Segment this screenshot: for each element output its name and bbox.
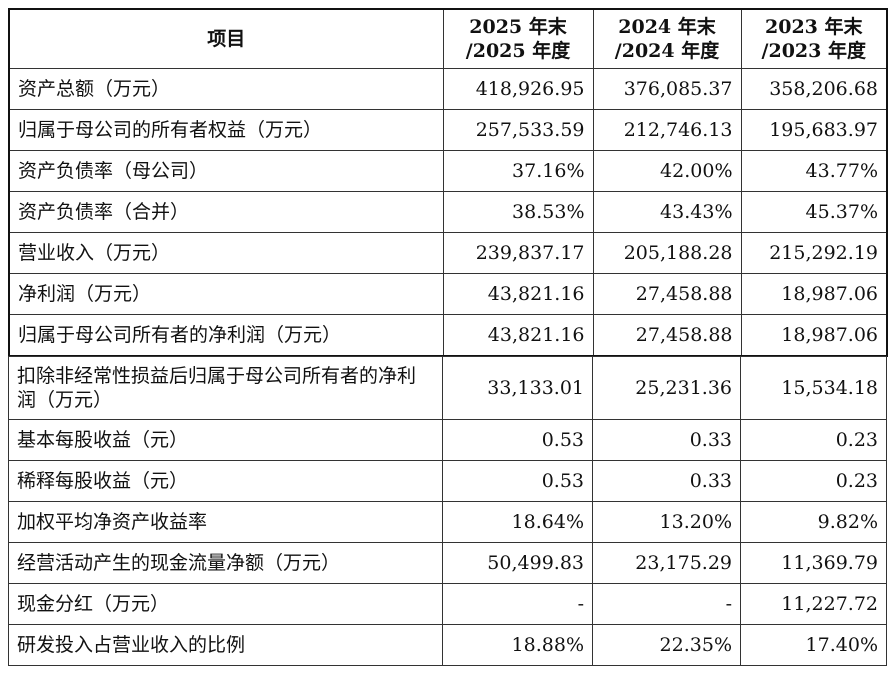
financial-table-continued: 扣除非经常性损益后归属于母公司所有者的净利润（万元） 33,133.01 25,… — [8, 356, 887, 666]
cell-2023: 0.23 — [740, 460, 887, 502]
cell-2025: - — [442, 583, 593, 625]
header-2025-line1: 2025 年末 — [469, 16, 567, 38]
header-2024-line1: 2024 年末 — [618, 16, 716, 38]
cell-2023: 18,987.06 — [740, 314, 888, 357]
table-row: 净利润（万元） 43,821.16 27,458.88 18,987.06 — [8, 273, 888, 315]
table-row: 稀释每股收益（元） 0.53 0.33 0.23 — [8, 460, 887, 502]
cell-2023: 9.82% — [740, 501, 887, 543]
cell-2024: 0.33 — [592, 419, 741, 461]
row-label: 营业收入（万元） — [8, 232, 444, 274]
cell-2025: 239,837.17 — [442, 232, 594, 274]
table-row: 现金分红（万元） - - 11,227.72 — [8, 583, 887, 625]
cell-2024: 27,458.88 — [592, 314, 742, 357]
header-2023: 2023 年末 /2023 年度 — [740, 8, 888, 69]
table-row: 营业收入（万元） 239,837.17 205,188.28 215,292.1… — [8, 232, 888, 274]
cell-2023: 11,227.72 — [740, 583, 887, 625]
row-label: 稀释每股收益（元） — [8, 460, 443, 502]
row-label: 归属于母公司的所有者权益（万元） — [8, 109, 444, 151]
cell-2023: 358,206.68 — [740, 68, 888, 110]
cell-2025: 18.88% — [442, 624, 593, 666]
cell-2023: 215,292.19 — [740, 232, 888, 274]
financial-table-container: 项目 2025 年末 /2025 年度 2024 年末 /2024 年度 202… — [8, 8, 888, 666]
header-2023-line2: /2023 年度 — [761, 40, 866, 62]
cell-2024: 27,458.88 — [592, 273, 742, 315]
header-2025-line2: /2025 年度 — [465, 40, 571, 62]
cell-2024: 13.20% — [592, 501, 741, 543]
table-header-row: 项目 2025 年末 /2025 年度 2024 年末 /2024 年度 202… — [8, 8, 888, 69]
table-row: 归属于母公司所有者的净利润（万元） 43,821.16 27,458.88 18… — [8, 314, 888, 357]
cell-2025: 50,499.83 — [442, 542, 593, 584]
cell-2024: 376,085.37 — [592, 68, 742, 110]
cell-2023: 0.23 — [740, 419, 887, 461]
header-2024: 2024 年末 /2024 年度 — [592, 8, 742, 69]
table-row: 扣除非经常性损益后归属于母公司所有者的净利润（万元） 33,133.01 25,… — [8, 356, 887, 420]
cell-2024: 42.00% — [592, 150, 742, 192]
cell-2024: 43.43% — [592, 191, 742, 233]
cell-2023: 43.77% — [740, 150, 888, 192]
cell-2023: 18,987.06 — [740, 273, 888, 315]
header-2025: 2025 年末 /2025 年度 — [442, 8, 594, 69]
row-label: 基本每股收益（元） — [8, 419, 443, 461]
row-label: 资产总额（万元） — [8, 68, 444, 110]
cell-2024: 0.33 — [592, 460, 741, 502]
table-row: 资产总额（万元） 418,926.95 376,085.37 358,206.6… — [8, 68, 888, 110]
cell-2023: 17.40% — [740, 624, 887, 666]
cell-2025: 0.53 — [442, 460, 593, 502]
financial-table-main: 项目 2025 年末 /2025 年度 2024 年末 /2024 年度 202… — [8, 8, 888, 357]
cell-2023: 11,369.79 — [740, 542, 887, 584]
cell-2023: 195,683.97 — [740, 109, 888, 151]
row-label: 现金分红（万元） — [8, 583, 443, 625]
cell-2025: 257,533.59 — [442, 109, 594, 151]
cell-2025: 37.16% — [442, 150, 594, 192]
row-label: 扣除非经常性损益后归属于母公司所有者的净利润（万元） — [8, 356, 443, 420]
cell-2025: 18.64% — [442, 501, 593, 543]
cell-2024: 205,188.28 — [592, 232, 742, 274]
cell-2023: 45.37% — [740, 191, 888, 233]
cell-2024: - — [592, 583, 741, 625]
table-row: 资产负债率（合并） 38.53% 43.43% 45.37% — [8, 191, 888, 233]
cell-2025: 43,821.16 — [442, 314, 594, 357]
cell-2025: 33,133.01 — [442, 356, 593, 420]
cell-2024: 23,175.29 — [592, 542, 741, 584]
header-2023-line1: 2023 年末 — [765, 16, 863, 38]
row-label: 资产负债率（母公司） — [8, 150, 444, 192]
table-row: 研发投入占营业收入的比例 18.88% 22.35% 17.40% — [8, 624, 887, 666]
cell-2025: 38.53% — [442, 191, 594, 233]
cell-2025: 0.53 — [442, 419, 593, 461]
row-label: 研发投入占营业收入的比例 — [8, 624, 443, 666]
row-label: 归属于母公司所有者的净利润（万元） — [8, 314, 444, 357]
table-row: 归属于母公司的所有者权益（万元） 257,533.59 212,746.13 1… — [8, 109, 888, 151]
cell-2024: 22.35% — [592, 624, 741, 666]
cell-2023: 15,534.18 — [740, 356, 887, 420]
cell-2025: 418,926.95 — [442, 68, 594, 110]
row-label: 经营活动产生的现金流量净额（万元） — [8, 542, 443, 584]
table-row: 加权平均净资产收益率 18.64% 13.20% 9.82% — [8, 501, 887, 543]
header-2024-line2: /2024 年度 — [614, 40, 720, 62]
header-item: 项目 — [8, 8, 444, 69]
row-label: 加权平均净资产收益率 — [8, 501, 443, 543]
cell-2025: 43,821.16 — [442, 273, 594, 315]
cell-2024: 25,231.36 — [592, 356, 741, 420]
table-row: 资产负债率（母公司） 37.16% 42.00% 43.77% — [8, 150, 888, 192]
cell-2024: 212,746.13 — [592, 109, 742, 151]
table-row: 基本每股收益（元） 0.53 0.33 0.23 — [8, 419, 887, 461]
table-row: 经营活动产生的现金流量净额（万元） 50,499.83 23,175.29 11… — [8, 542, 887, 584]
row-label: 净利润（万元） — [8, 273, 444, 315]
row-label: 资产负债率（合并） — [8, 191, 444, 233]
